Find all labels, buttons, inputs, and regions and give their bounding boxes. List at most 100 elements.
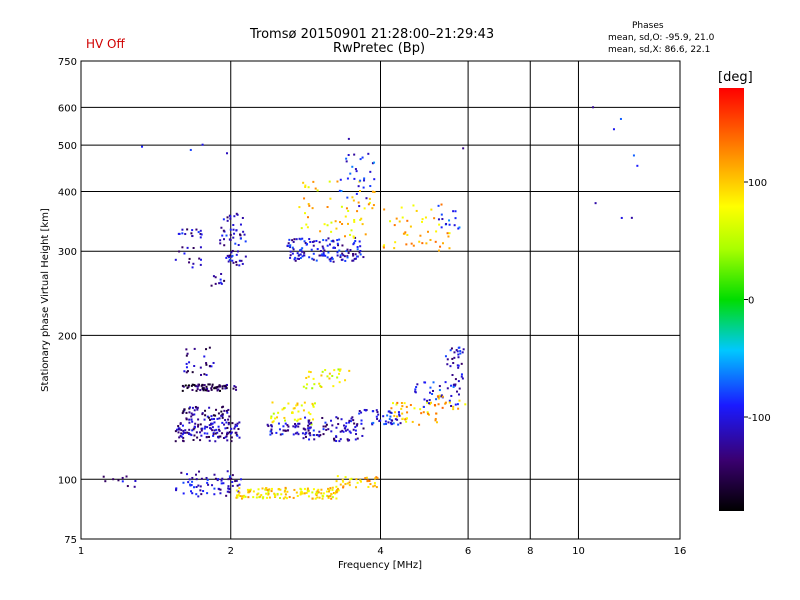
echo-point: [227, 421, 230, 424]
echo-point: [306, 226, 309, 229]
echo-point: [456, 390, 459, 393]
echo-point: [220, 282, 223, 285]
echo-point: [180, 429, 183, 432]
echo-point: [354, 240, 357, 243]
y-tick-label: 75: [64, 535, 77, 546]
echo-point: [359, 245, 362, 248]
echo-point: [327, 495, 330, 498]
echo-point: [188, 261, 191, 264]
echo-point: [367, 203, 370, 206]
echo-point: [297, 433, 300, 436]
echo-point: [237, 494, 240, 497]
echo-point: [236, 424, 239, 427]
echo-point: [339, 483, 342, 486]
echo-point: [218, 282, 221, 285]
echo-point: [312, 488, 315, 491]
echo-point: [309, 434, 312, 437]
echo-point: [358, 240, 361, 243]
echo-point: [336, 242, 339, 245]
echo-point: [304, 185, 307, 188]
echo-point: [235, 489, 238, 492]
echo-point: [238, 483, 241, 486]
echo-point: [206, 389, 209, 392]
echo-point: [203, 418, 206, 421]
echo-point: [196, 425, 199, 428]
echo-point: [189, 483, 192, 486]
echo-point: [200, 429, 203, 432]
echo-point: [331, 424, 334, 427]
echo-point: [387, 410, 390, 413]
echo-point: [301, 237, 304, 240]
echo-point: [312, 252, 315, 255]
echo-point: [242, 230, 245, 233]
echo-point: [409, 225, 412, 228]
echo-point: [197, 495, 200, 498]
echo-points: [102, 106, 639, 500]
echo-point: [320, 254, 323, 257]
echo-point: [342, 480, 345, 483]
echo-point: [457, 407, 460, 410]
echo-point: [199, 366, 202, 369]
echo-point: [181, 384, 184, 387]
echo-point: [346, 438, 349, 441]
echo-point: [446, 232, 449, 235]
echo-point: [437, 218, 440, 221]
echo-point: [197, 484, 200, 487]
echo-point: [180, 471, 183, 474]
echo-point: [394, 241, 397, 244]
echo-point: [211, 422, 214, 425]
echo-point: [353, 422, 356, 425]
echo-point: [182, 431, 185, 434]
echo-point: [326, 244, 329, 247]
echo-point: [342, 424, 345, 427]
echo-point: [457, 353, 460, 356]
echo-point: [192, 428, 195, 431]
echo-point: [295, 424, 298, 427]
echo-point: [311, 491, 314, 494]
x-tick-label: 10: [572, 546, 585, 557]
echo-point: [359, 253, 362, 256]
echo-point: [433, 404, 436, 407]
echo-point: [348, 481, 351, 484]
echo-point: [342, 486, 345, 489]
echo-point: [335, 440, 338, 443]
echo-point: [189, 433, 192, 436]
echo-point: [395, 403, 398, 406]
echo-point: [351, 196, 354, 199]
echo-point: [352, 235, 355, 238]
echo-point: [342, 485, 345, 488]
echo-point: [304, 184, 307, 187]
echo-point: [412, 204, 415, 207]
echo-point: [184, 429, 187, 432]
echo-point: [340, 205, 343, 208]
echo-point: [217, 425, 220, 428]
echo-point: [276, 416, 279, 419]
echo-point: [287, 425, 290, 428]
echo-point: [221, 415, 224, 418]
echo-point: [415, 209, 418, 212]
echo-point: [457, 227, 460, 230]
echo-point: [458, 387, 461, 390]
echo-point: [392, 422, 395, 425]
echo-point: [234, 242, 237, 245]
echo-point: [359, 218, 362, 221]
echo-point: [221, 421, 224, 424]
echo-point: [418, 423, 421, 426]
echo-point: [437, 249, 440, 252]
echo-point: [451, 357, 454, 360]
echo-point: [249, 490, 252, 493]
echo-point: [312, 180, 315, 183]
echo-point: [355, 478, 358, 481]
echo-point: [189, 148, 192, 151]
echo-point: [319, 250, 322, 253]
echo-point: [444, 355, 447, 358]
echo-point: [341, 258, 344, 261]
echo-point: [419, 408, 422, 411]
echo-point: [294, 423, 297, 426]
echo-point: [372, 421, 375, 424]
echo-point: [303, 197, 306, 200]
echo-point: [204, 389, 207, 392]
echo-point: [453, 356, 456, 359]
echo-point: [428, 413, 431, 416]
echo-point: [390, 411, 393, 414]
